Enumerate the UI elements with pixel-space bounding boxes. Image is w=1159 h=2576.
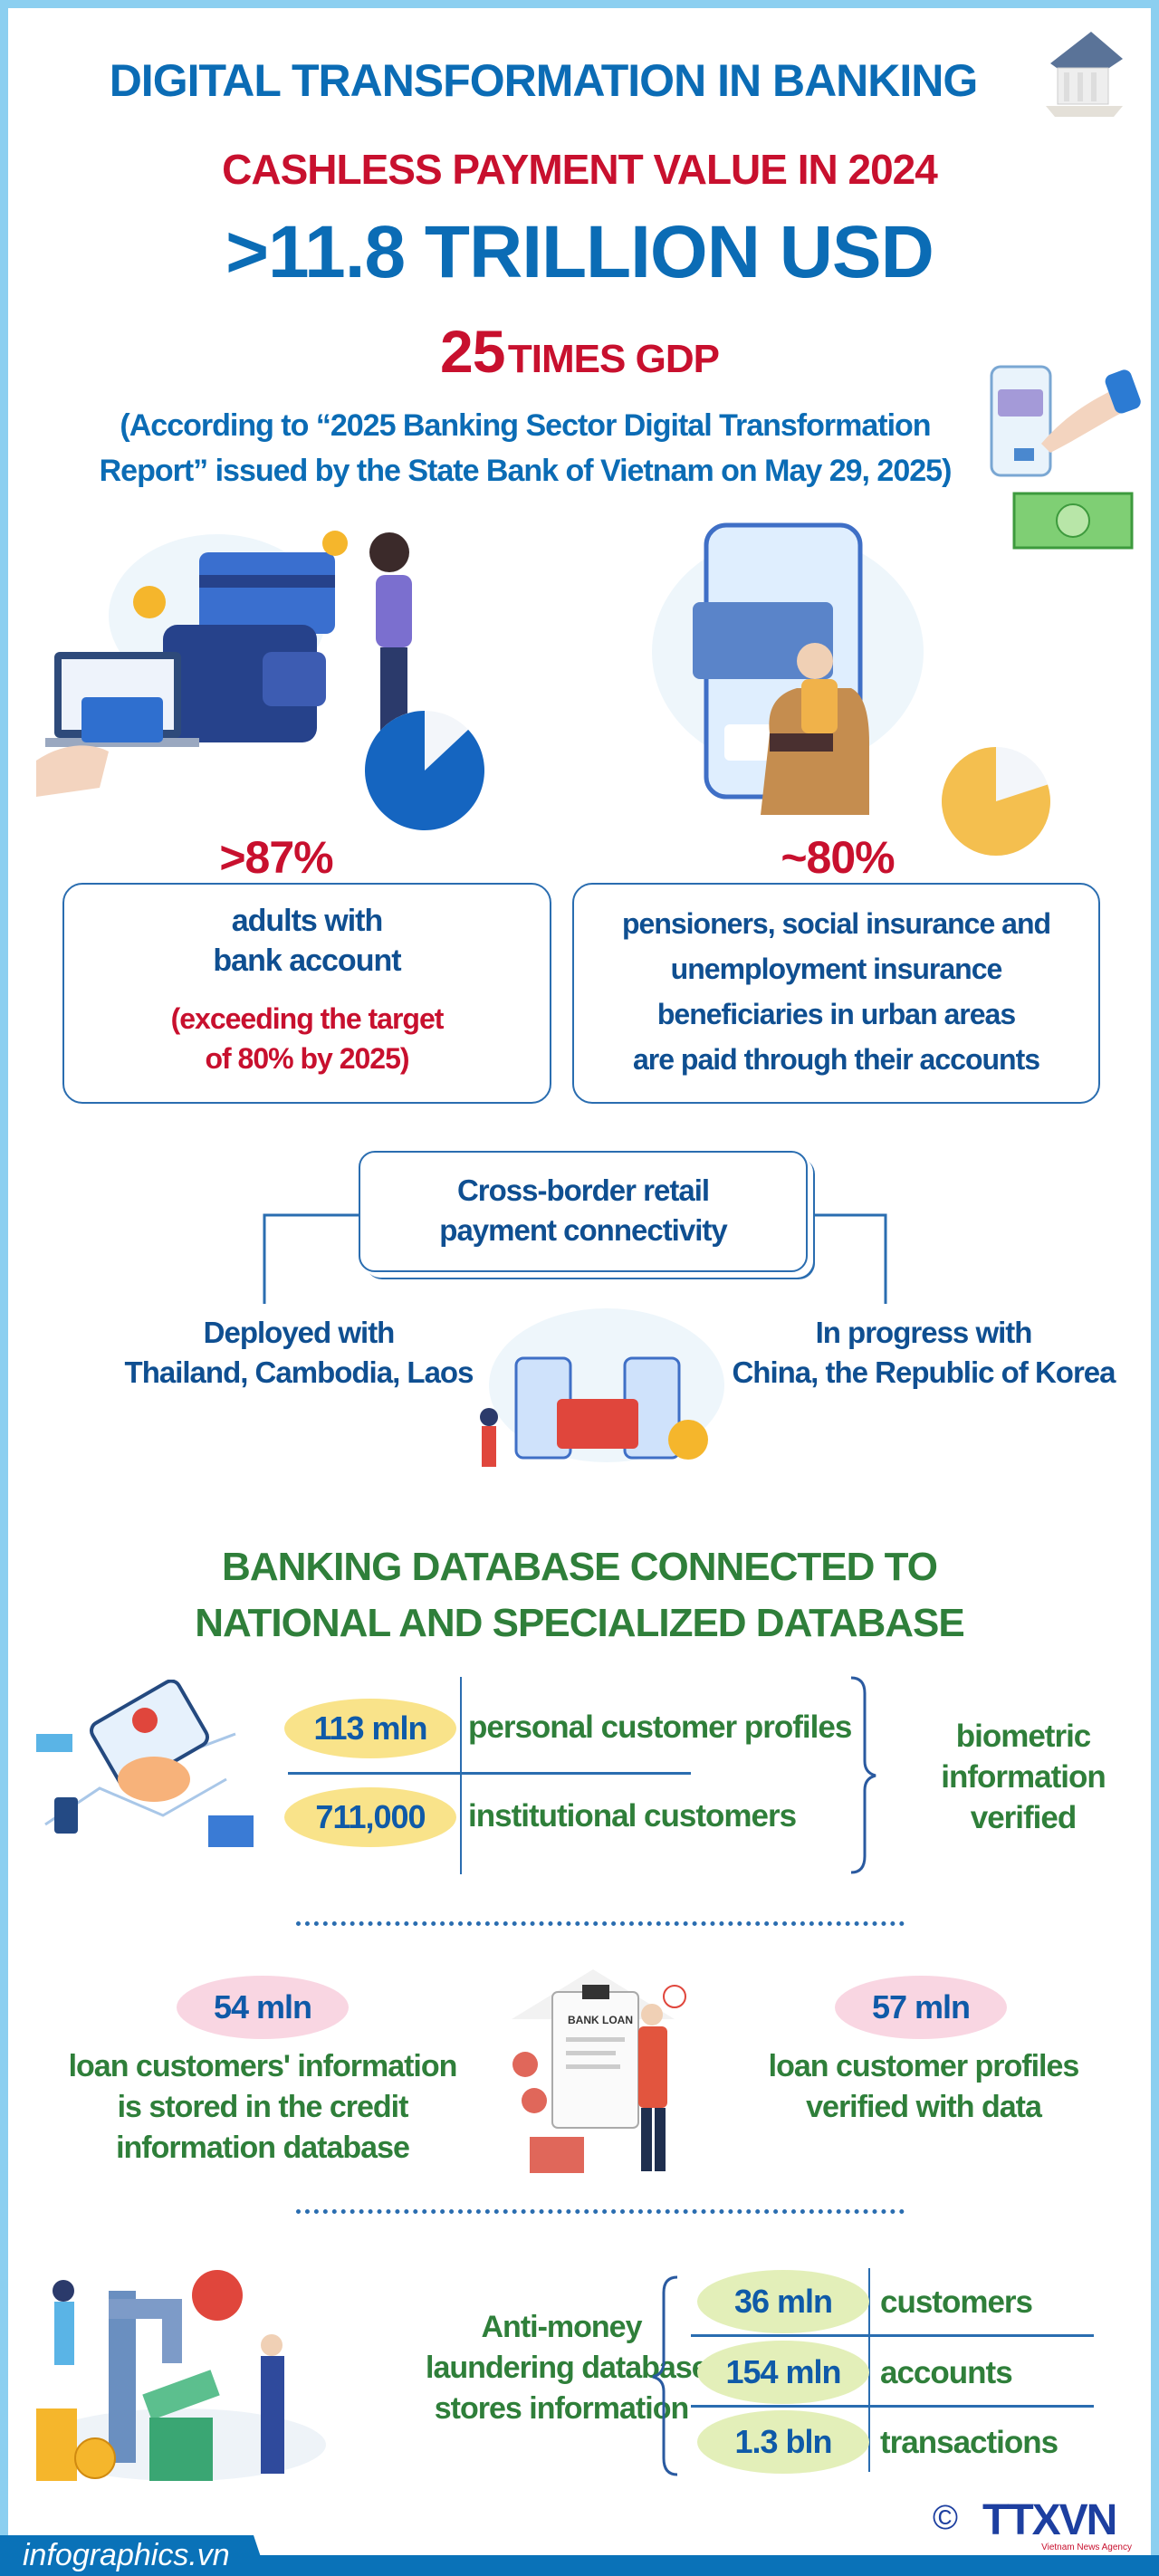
- aml-description: Anti-money laundering database stores in…: [426, 2307, 709, 2429]
- stat-box-pensioners: pensioners, social insurance and unemplo…: [572, 883, 1100, 1104]
- cross-border-title-line: Cross-border retail: [456, 1173, 710, 1207]
- cross-border-title-box: Cross-border retail payment connectivity: [359, 1151, 808, 1272]
- biometric-note: biometric information verified: [915, 1716, 1132, 1838]
- loan-text-line: is stored in the credit: [117, 2090, 409, 2124]
- aml-description-line: Anti-money: [481, 2310, 643, 2344]
- loan-text-line: verified with data: [806, 2090, 1042, 2124]
- pie-slice-filled: [942, 747, 1050, 856]
- biometric-note-line: verified: [970, 1800, 1078, 1835]
- database-heading-line: NATIONAL AND SPECIALIZED DATABASE: [195, 1601, 964, 1645]
- aml-value-badge: 36 mln: [697, 2270, 869, 2333]
- biometric-note-line: information: [941, 1759, 1106, 1795]
- table-divider-vertical: [460, 1677, 462, 1874]
- table-divider-horizontal: [691, 2405, 1094, 2408]
- pie-slice-filled: [365, 711, 484, 830]
- headline-value: >11.8 TRILLION USD: [225, 211, 934, 293]
- dotted-separator: [296, 2209, 905, 2214]
- subtitle: CASHLESS PAYMENT VALUE IN 2024: [222, 146, 938, 193]
- aml-value-badge: 1.3 bln: [697, 2410, 869, 2474]
- source-note: (According to “2025 Banking Sector Digit…: [36, 403, 1014, 493]
- bank-building-icon: [1046, 32, 1123, 117]
- cross-border-title-line: payment connectivity: [439, 1213, 727, 1247]
- source-line-1: (According to “2025 Banking Sector Digit…: [120, 408, 931, 443]
- stat-label-line: adults with: [231, 904, 384, 938]
- stat-label-line: unemployment insurance: [670, 953, 1003, 985]
- aml-row-label: transactions: [880, 2425, 1058, 2460]
- stat-label-line: beneficiaries in urban areas: [656, 998, 1016, 1030]
- deployed-list: Thailand, Cambodia, Laos: [124, 1355, 474, 1389]
- loan-text-line: loan customers' information: [68, 2049, 458, 2083]
- stat-note-line: (exceeding the target: [170, 1002, 445, 1035]
- stat-note-line: of 80% by 2025): [205, 1042, 409, 1075]
- loan-right-text: loan customer profiles verified with dat…: [715, 2046, 1132, 2128]
- ttxvn-logo-text: TTXVN: [982, 2496, 1117, 2544]
- stat-label-line: bank account: [213, 943, 401, 978]
- loan-left-text: loan customers' information is stored in…: [36, 2046, 489, 2169]
- deployed-label: Deployed with: [203, 1316, 396, 1349]
- loan-value-badge-right: 57 mln: [835, 1976, 1007, 2039]
- stat-label-line: are paid through their accounts: [632, 1043, 1040, 1076]
- ttxvn-logo: TTXVN Vietnam News Agency: [982, 2496, 1132, 2553]
- in-progress-countries: In progress with China, the Republic of …: [706, 1313, 1141, 1393]
- aml-description-line: stores information: [434, 2391, 689, 2426]
- agency-name: Vietnam News Agency: [1041, 2542, 1132, 2552]
- brace-icon: [652, 2275, 678, 2476]
- bank-loan-label: BANK LOAN: [568, 2014, 633, 2026]
- anti-money-laundering-illustration: [36, 2270, 326, 2481]
- phone-payment-illustration: [990, 365, 1141, 550]
- loan-text-line: loan customer profiles: [768, 2049, 1080, 2083]
- loan-text-line: information database: [116, 2131, 410, 2165]
- cross-border-payment-illustration: [480, 1308, 724, 1467]
- table-divider-horizontal: [691, 2334, 1094, 2337]
- loan-value-badge-left: 54 mln: [177, 1976, 349, 2039]
- database-heading-line: BANKING DATABASE CONNECTED TO: [222, 1545, 938, 1589]
- biometric-note-line: biometric: [955, 1719, 1092, 1754]
- footer-bar: [0, 2555, 1159, 2576]
- in-progress-list: China, the Republic of Korea: [732, 1355, 1116, 1389]
- biometric-network-illustration: [36, 1680, 254, 1847]
- brace-icon: [850, 1676, 876, 1874]
- wallet-card-illustration: [36, 531, 412, 797]
- main-title: DIGITAL TRANSFORMATION IN BANKING: [109, 55, 979, 106]
- pie-pensioners: [942, 747, 1050, 856]
- in-progress-label: In progress with: [815, 1316, 1033, 1349]
- value-badge: 711,000: [284, 1787, 456, 1847]
- aml-value-badge: 154 mln: [697, 2341, 869, 2404]
- gdp-number: 25: [440, 318, 505, 385]
- footer-site-tab: infographics.vn: [0, 2535, 267, 2576]
- pie-adults-bank-account: [365, 711, 484, 830]
- stat-percent-pensioners: ~80%: [781, 832, 895, 883]
- pensioner-phone-illustration: [652, 522, 924, 815]
- stat-percent-adults: >87%: [219, 832, 333, 883]
- copyright-symbol: ©: [933, 2499, 958, 2537]
- row-label: institutional customers: [468, 1798, 797, 1834]
- aml-row-label: customers: [880, 2284, 1033, 2320]
- gdp-multiple: 25 TIMES GDP: [0, 317, 1159, 386]
- source-line-2: Report” issued by the State Bank of Viet…: [99, 454, 953, 488]
- table-divider-horizontal: [288, 1772, 691, 1775]
- gdp-text: TIMES GDP: [507, 337, 720, 381]
- database-heading: BANKING DATABASE CONNECTED TO NATIONAL A…: [0, 1539, 1159, 1652]
- aml-row-label: accounts: [880, 2355, 1013, 2390]
- stat-label-line: pensioners, social insurance and: [621, 907, 1051, 940]
- bank-loan-illustration: BANK LOAN: [512, 1969, 686, 2173]
- dotted-separator: [296, 1921, 905, 1926]
- row-label: personal customer profiles: [468, 1709, 852, 1745]
- aml-description-line: laundering database: [426, 2351, 709, 2385]
- stat-box-adults: adults with bank account (exceeding the …: [62, 883, 551, 1104]
- site-link[interactable]: infographics.vn: [23, 2538, 230, 2572]
- deployed-countries: Deployed with Thailand, Cambodia, Laos: [100, 1313, 498, 1393]
- table-divider-vertical: [868, 2268, 870, 2472]
- value-badge: 113 mln: [284, 1699, 456, 1758]
